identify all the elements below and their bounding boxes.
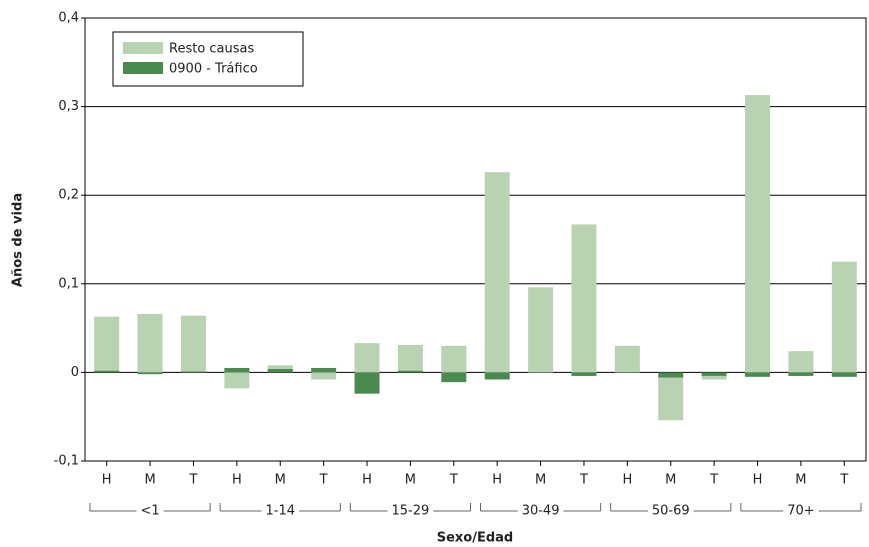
bar xyxy=(397,344,423,371)
x-tick-label: M xyxy=(275,473,286,488)
x-tick-label: H xyxy=(232,473,242,488)
x-tick-label: T xyxy=(319,473,328,488)
bar xyxy=(571,372,597,376)
bar xyxy=(528,287,554,373)
x-tick-label: T xyxy=(449,473,458,488)
group-label: 30-49 xyxy=(522,504,560,519)
plot-frame xyxy=(84,17,867,462)
x-tick-label: T xyxy=(579,473,588,488)
bar xyxy=(354,343,380,373)
legend-label: 0900 - Tráfico xyxy=(169,62,258,77)
legend-box xyxy=(112,31,304,87)
legend-label: Resto causas xyxy=(169,42,254,57)
bar xyxy=(701,372,727,376)
bar xyxy=(311,367,337,373)
bar xyxy=(224,372,250,389)
bar xyxy=(94,370,120,373)
y-tick-label: 0 xyxy=(71,365,79,380)
bar xyxy=(441,372,467,383)
bar xyxy=(137,313,163,373)
bar xyxy=(658,372,684,378)
bar xyxy=(614,345,640,373)
x-tick-label: T xyxy=(709,473,718,488)
bar xyxy=(180,371,206,373)
y-tick-label: 0,3 xyxy=(58,99,79,114)
legend-swatch xyxy=(123,42,163,54)
y-tick-label: -0,1 xyxy=(54,454,79,469)
y-tick-label: 0,2 xyxy=(58,188,79,203)
x-tick-label: H xyxy=(492,473,502,488)
x-tick-label: M xyxy=(405,473,416,488)
bar xyxy=(137,372,163,375)
bar xyxy=(267,368,293,373)
bar xyxy=(658,377,684,421)
bar xyxy=(484,172,510,373)
group-label: 50-69 xyxy=(652,504,690,519)
bar xyxy=(224,367,250,373)
bar xyxy=(788,372,814,376)
bar xyxy=(267,365,293,369)
group-label: <1 xyxy=(140,504,159,519)
x-tick-label: H xyxy=(753,473,763,488)
x-tick-label: H xyxy=(622,473,632,488)
x-tick-label: H xyxy=(362,473,372,488)
bar xyxy=(831,372,857,377)
bar xyxy=(745,95,771,373)
bar xyxy=(571,224,597,373)
x-tick-label: M xyxy=(795,473,806,488)
x-tick-label: M xyxy=(665,473,676,488)
x-tick-label: T xyxy=(188,473,197,488)
x-tick-label: M xyxy=(535,473,546,488)
x-tick-label: M xyxy=(144,473,155,488)
bar xyxy=(441,345,467,373)
legend-swatch xyxy=(123,62,163,74)
y-axis-title: Años de vida xyxy=(11,193,26,287)
bar xyxy=(94,316,120,371)
x-tick-label: H xyxy=(102,473,112,488)
bar xyxy=(180,315,206,372)
group-label: 15-29 xyxy=(392,504,430,519)
bar xyxy=(831,261,857,373)
x-axis-title: Sexo/Edad xyxy=(437,531,514,546)
bar xyxy=(311,372,337,380)
x-tick-label: T xyxy=(839,473,848,488)
y-tick-label: 0,4 xyxy=(58,11,79,26)
group-label: 1-14 xyxy=(265,504,295,519)
bar xyxy=(788,351,814,373)
group-label: 70+ xyxy=(787,504,814,519)
bar xyxy=(484,372,510,380)
bar xyxy=(701,375,727,380)
bar xyxy=(745,372,771,377)
y-tick-label: 0,1 xyxy=(58,276,79,291)
bar xyxy=(397,370,423,373)
bar xyxy=(354,372,380,394)
